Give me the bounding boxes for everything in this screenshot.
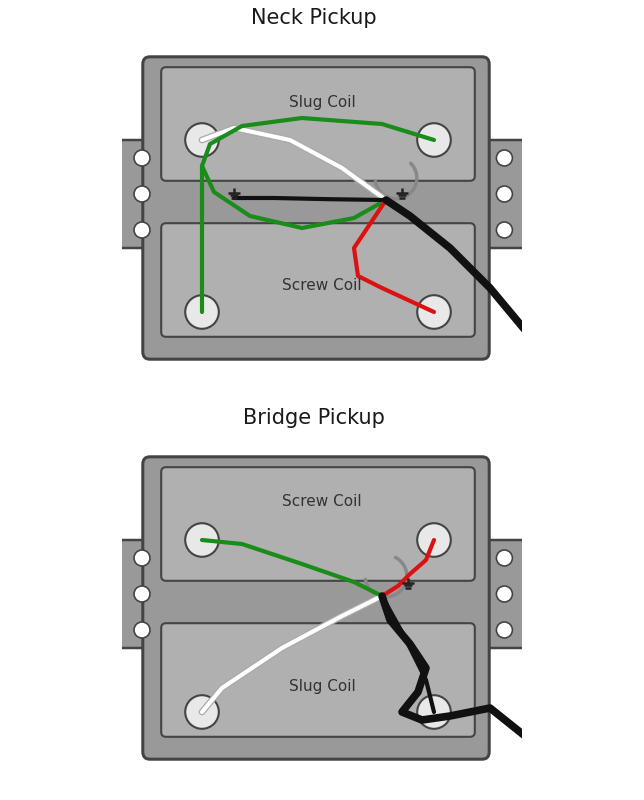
Text: Neck Pickup: Neck Pickup	[251, 8, 377, 28]
FancyBboxPatch shape	[483, 140, 526, 248]
FancyBboxPatch shape	[143, 57, 489, 359]
Text: Slug Coil: Slug Coil	[289, 94, 355, 110]
FancyBboxPatch shape	[161, 623, 475, 737]
Circle shape	[497, 550, 513, 566]
Circle shape	[185, 123, 219, 157]
FancyBboxPatch shape	[118, 140, 161, 248]
FancyBboxPatch shape	[118, 540, 161, 648]
Circle shape	[134, 586, 150, 602]
FancyBboxPatch shape	[143, 457, 489, 759]
Circle shape	[417, 295, 451, 329]
Text: Screw Coil: Screw Coil	[282, 278, 362, 294]
Text: Slug Coil: Slug Coil	[289, 678, 355, 694]
Circle shape	[497, 150, 513, 166]
Circle shape	[185, 695, 219, 729]
Circle shape	[134, 186, 150, 202]
Text: Screw Coil: Screw Coil	[282, 494, 362, 510]
FancyBboxPatch shape	[483, 540, 526, 648]
Circle shape	[497, 586, 513, 602]
Circle shape	[417, 523, 451, 557]
Circle shape	[134, 150, 150, 166]
Circle shape	[497, 222, 513, 238]
Circle shape	[417, 695, 451, 729]
FancyBboxPatch shape	[161, 67, 475, 181]
Circle shape	[134, 622, 150, 638]
FancyBboxPatch shape	[161, 467, 475, 581]
Circle shape	[134, 222, 150, 238]
Circle shape	[497, 622, 513, 638]
Circle shape	[134, 550, 150, 566]
Circle shape	[497, 186, 513, 202]
Circle shape	[417, 123, 451, 157]
Circle shape	[185, 295, 219, 329]
Circle shape	[185, 523, 219, 557]
FancyBboxPatch shape	[161, 223, 475, 337]
Text: Bridge Pickup: Bridge Pickup	[243, 408, 385, 428]
